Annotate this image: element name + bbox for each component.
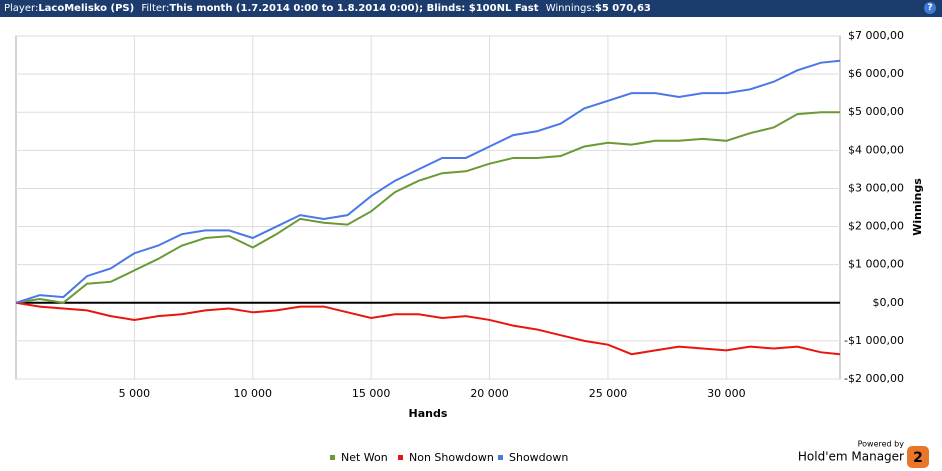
- legend-label: Non Showdown: [409, 451, 494, 464]
- y-tick-label: $4 000,00: [848, 143, 904, 156]
- legend-swatch: [398, 455, 403, 460]
- header-bar: Player:LacoMelisko (PS) Filter:This mont…: [0, 0, 942, 17]
- y-axis-title: Winnings: [911, 178, 924, 236]
- series-line: [15, 59, 841, 304]
- x-tick-label: 30 000: [707, 387, 746, 400]
- y-tick-label: $3 000,00: [848, 181, 904, 194]
- y-tick-label: $5 000,00: [848, 105, 904, 118]
- help-button[interactable]: ?: [924, 2, 936, 14]
- x-tick-label: 25 000: [589, 387, 628, 400]
- y-tick-label: $6 000,00: [848, 67, 904, 80]
- brand-badge: 2: [913, 450, 923, 466]
- x-tick-label: 10 000: [234, 387, 273, 400]
- filter: This month (1.7.2014 0:00 to 1.8.2014 0:…: [169, 3, 539, 14]
- player: LacoMelisko (PS): [38, 3, 135, 14]
- winnings: $5 070,63: [594, 3, 651, 14]
- x-tick-label: 15 000: [352, 387, 391, 400]
- y-tick-label: $2 000,00: [848, 220, 904, 233]
- plot-area: [15, 35, 841, 380]
- legend-swatch: [330, 455, 335, 460]
- filter-label: Filter:: [141, 3, 170, 14]
- brand-icon: [907, 446, 929, 468]
- player-label: Player:: [4, 3, 39, 14]
- x-tick-label: 20 000: [470, 387, 509, 400]
- powered-by: Powered by: [858, 440, 905, 449]
- winnings-label: Winnings:: [545, 3, 595, 14]
- legend-label: Showdown: [509, 451, 568, 464]
- y-tick-label: $7 000,00: [848, 29, 904, 42]
- y-tick-label: -$2 000,00: [844, 372, 904, 385]
- series-line: [15, 301, 841, 356]
- y-tick-label: $1 000,00: [848, 258, 904, 271]
- y-tick-label: -$1 000,00: [844, 334, 904, 347]
- brand: Hold'em Manager: [798, 450, 904, 464]
- x-tick-label: 5 000: [119, 387, 151, 400]
- y-tick-label: $0,00: [873, 296, 905, 309]
- series-line: [15, 111, 840, 304]
- legend-label: Net Won: [341, 451, 388, 464]
- legend-swatch: [498, 455, 503, 460]
- x-axis-title: Hands: [409, 407, 448, 420]
